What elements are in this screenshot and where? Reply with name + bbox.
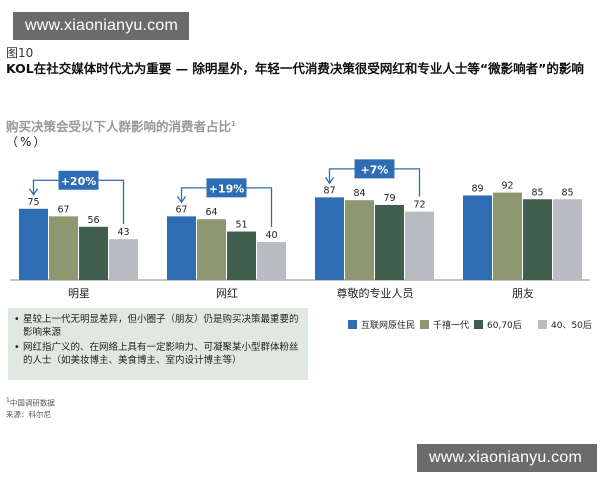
headline: KOL在社交媒体时代尤为重要 — 除明星外，年轻一代消费决策很受网红和专业人士等… xyxy=(6,61,584,76)
data-label: 67 xyxy=(175,204,187,215)
bullet-icon: • xyxy=(14,314,20,325)
watermark-top: www.xiaonianyu.com xyxy=(13,12,189,40)
bar xyxy=(405,211,434,280)
legend-swatch xyxy=(420,320,429,329)
note-text: 星较上一代无明显差异，但小圈子（朋友）仍是购买决策最重要的影响来源 xyxy=(23,314,299,338)
bar xyxy=(167,216,196,280)
legend-label: 60,70后 xyxy=(487,321,522,331)
difference-label: +20% xyxy=(61,175,97,188)
note-item: • 网红指广义的、在网络上具有一定影响力、可凝聚某小型群体粉丝的人士（如美妆博主… xyxy=(14,341,302,367)
legend-swatch xyxy=(474,320,483,329)
bar xyxy=(375,204,404,280)
bar xyxy=(49,216,78,280)
legend-item: 互联网原住民 xyxy=(348,318,415,331)
data-label: 64 xyxy=(205,207,217,218)
legend-swatch xyxy=(538,320,547,329)
bullet-icon: • xyxy=(14,342,20,353)
note-box: • 星较上一代无明显差异，但小圈子（朋友）仍是购买决策最重要的影响来源 • 网红… xyxy=(8,308,308,380)
legend: 互联网原住民 千禧一代 60,70后 40、50后 xyxy=(348,318,598,332)
bar-chart: 75 67 56 43 明星 67 64 51 40 网红 87 84 79 72 尊敬的专业人员 89 92 8… xyxy=(10,159,590,300)
bar xyxy=(523,199,552,280)
data-label: 89 xyxy=(471,183,483,194)
category-label: 网红 xyxy=(216,287,238,300)
difference-badge xyxy=(206,178,247,198)
bar xyxy=(345,200,374,280)
data-label: 79 xyxy=(383,193,395,204)
category-label: 朋友 xyxy=(512,286,534,300)
footnote-mark: 1 xyxy=(6,397,10,404)
data-label: 75 xyxy=(27,197,39,208)
data-label: 92 xyxy=(501,181,513,192)
legend-item: 40、50后 xyxy=(538,318,592,331)
note-item: • 星较上一代无明显差异，但小圈子（朋友）仍是购买决策最重要的影响来源 xyxy=(14,313,302,339)
data-label: 85 xyxy=(531,187,543,198)
note-text: 网红指广义的、在网络上具有一定影响力、可凝聚某小型群体粉丝的人士（如美妆博主、美… xyxy=(23,342,299,366)
legend-label: 互联网原住民 xyxy=(361,321,416,331)
legend-item: 60,70后 xyxy=(474,318,522,331)
data-label: 40 xyxy=(265,230,277,241)
legend-label: 40、50后 xyxy=(551,321,592,331)
bar xyxy=(553,199,582,280)
legend-swatch xyxy=(348,320,357,329)
data-label: 43 xyxy=(117,227,129,238)
footnote: 1中国调研数据 xyxy=(6,397,55,409)
category-label: 明星 xyxy=(68,287,90,300)
data-label: 84 xyxy=(353,188,365,199)
arrowhead-icon xyxy=(28,188,39,196)
chart-title: 购买决策会受以下人群影响的消费者占比1 xyxy=(6,116,236,135)
data-label: 85 xyxy=(561,187,573,198)
bar xyxy=(197,219,226,280)
data-label: 67 xyxy=(57,204,69,215)
bar xyxy=(493,192,522,280)
difference-badge xyxy=(58,170,99,190)
difference-label: +19% xyxy=(209,182,245,195)
difference-badge xyxy=(354,159,395,179)
legend-label: 千禧一代 xyxy=(433,321,470,331)
bar xyxy=(79,226,108,280)
footnote-text: 中国调研数据 xyxy=(9,398,55,408)
bar xyxy=(463,195,492,280)
bar xyxy=(257,242,286,280)
bar xyxy=(315,197,344,280)
bar xyxy=(227,231,256,280)
data-label: 56 xyxy=(87,215,99,226)
chart-title-footnote-mark: 1 xyxy=(231,119,236,128)
figure-label: 图10 xyxy=(6,46,34,60)
legend-item: 千禧一代 xyxy=(420,318,469,331)
source-note: 来源：科尔尼 xyxy=(6,410,51,419)
chart-title-text: 购买决策会受以下人群影响的消费者占比 xyxy=(6,119,232,134)
data-label: 51 xyxy=(235,220,247,231)
arrowhead-icon xyxy=(176,195,187,204)
bar xyxy=(109,239,138,280)
unit-label: （%） xyxy=(6,135,48,149)
data-label: 72 xyxy=(413,200,425,211)
category-label: 尊敬的专业人员 xyxy=(337,286,414,300)
arrowhead-icon xyxy=(324,176,335,185)
data-label: 87 xyxy=(323,185,335,196)
difference-label: +7% xyxy=(361,163,389,176)
bar xyxy=(19,208,48,280)
watermark-bottom: www.xiaonianyu.com xyxy=(417,444,597,472)
